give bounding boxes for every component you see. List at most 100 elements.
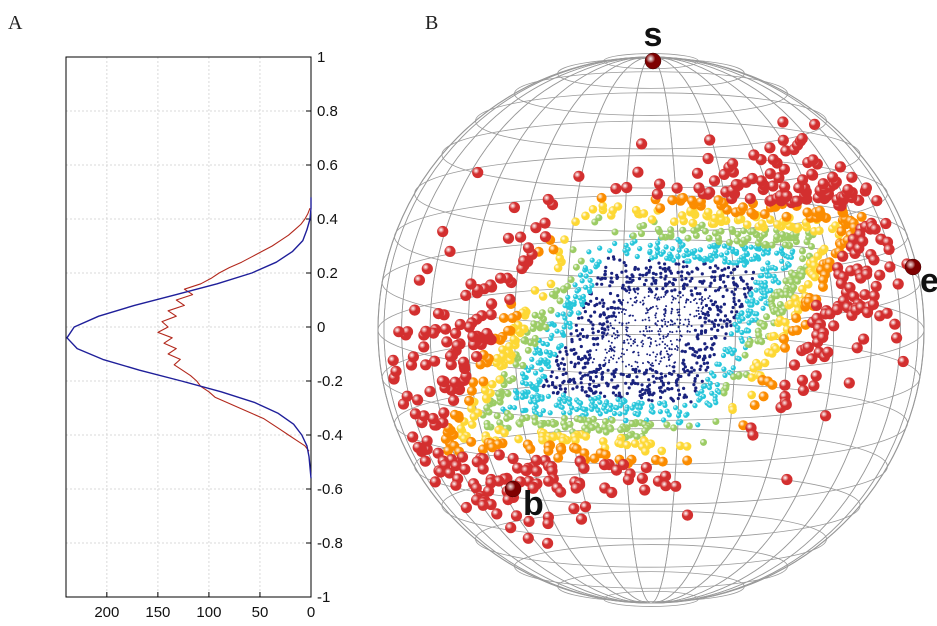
data-point (614, 337, 616, 340)
data-point (527, 482, 539, 494)
data-point (688, 330, 691, 333)
data-point (511, 405, 518, 411)
data-point (580, 385, 584, 389)
data-point (663, 421, 671, 429)
data-point (488, 380, 497, 389)
data-point (554, 385, 558, 390)
data-point (645, 307, 648, 310)
data-point (717, 227, 725, 235)
data-point (616, 294, 620, 298)
data-point (695, 314, 698, 317)
data-point (579, 381, 583, 385)
data-point (834, 161, 847, 173)
data-point (647, 393, 652, 397)
data-point (724, 332, 728, 336)
data-point (627, 342, 630, 345)
y-tick-label: 1 (317, 49, 325, 66)
data-point (645, 327, 648, 330)
x-tick-label: 200 (94, 604, 119, 621)
data-point (650, 330, 653, 332)
data-point (846, 171, 858, 183)
meridian-line (622, 56, 680, 604)
data-point (578, 272, 584, 278)
data-point (471, 351, 483, 363)
data-point (674, 262, 678, 266)
data-point (621, 373, 625, 377)
panel-b-sphere: s e b (377, 16, 937, 607)
data-point (693, 379, 697, 383)
data-point (690, 270, 694, 274)
data-point (552, 351, 558, 357)
data-point (535, 360, 541, 366)
data-point (722, 372, 728, 378)
data-point (556, 363, 560, 367)
data-point (646, 385, 650, 389)
data-point (642, 362, 644, 365)
data-point (748, 292, 754, 298)
data-point (579, 501, 592, 513)
data-point (498, 313, 509, 323)
data-point (736, 356, 742, 362)
data-point (583, 284, 589, 290)
data-point (536, 377, 542, 383)
data-point (639, 396, 644, 400)
data-point (666, 344, 669, 347)
data-point (578, 400, 584, 406)
data-point (707, 319, 711, 323)
data-point (560, 311, 566, 317)
data-point (636, 138, 648, 150)
data-point (710, 320, 714, 324)
data-point (672, 296, 675, 299)
data-point (451, 339, 463, 352)
data-point (663, 313, 665, 316)
data-point (723, 267, 727, 271)
data-point (844, 282, 856, 294)
data-point (688, 320, 691, 323)
data-point (704, 303, 709, 308)
data-point (779, 334, 790, 344)
data-point (591, 361, 594, 364)
data-point (571, 217, 580, 226)
data-point (609, 276, 613, 280)
data-point (702, 306, 705, 309)
data-point (631, 314, 634, 317)
data-point (690, 366, 694, 370)
data-point (625, 391, 629, 396)
panel-letter-b: B (425, 12, 438, 34)
data-point (610, 378, 614, 382)
data-point (478, 376, 489, 387)
data-point (670, 312, 673, 315)
data-point (749, 302, 755, 308)
data-point (477, 499, 489, 511)
data-point (588, 349, 592, 353)
data-point (682, 282, 687, 286)
data-point (667, 356, 670, 359)
data-point (767, 153, 779, 166)
data-point (781, 473, 793, 486)
data-point (594, 375, 598, 379)
data-point (762, 283, 769, 289)
data-point (718, 252, 725, 258)
data-point (762, 240, 770, 248)
data-point (667, 280, 672, 284)
data-point (638, 390, 642, 394)
data-point (492, 353, 502, 363)
data-point (559, 404, 565, 410)
data-point (596, 276, 600, 280)
data-point (689, 313, 692, 316)
data-point (747, 429, 759, 441)
data-point (692, 248, 698, 254)
data-point (628, 288, 632, 292)
data-point (686, 342, 691, 346)
data-point (634, 341, 636, 344)
data-point (661, 287, 665, 291)
data-point (625, 374, 629, 378)
data-point (634, 338, 636, 341)
x-tick-label: 100 (196, 604, 221, 621)
data-point (640, 392, 645, 397)
data-point (700, 297, 703, 300)
data-point (712, 302, 716, 307)
data-point (670, 353, 673, 356)
data-point (538, 435, 547, 445)
data-point (793, 222, 803, 232)
